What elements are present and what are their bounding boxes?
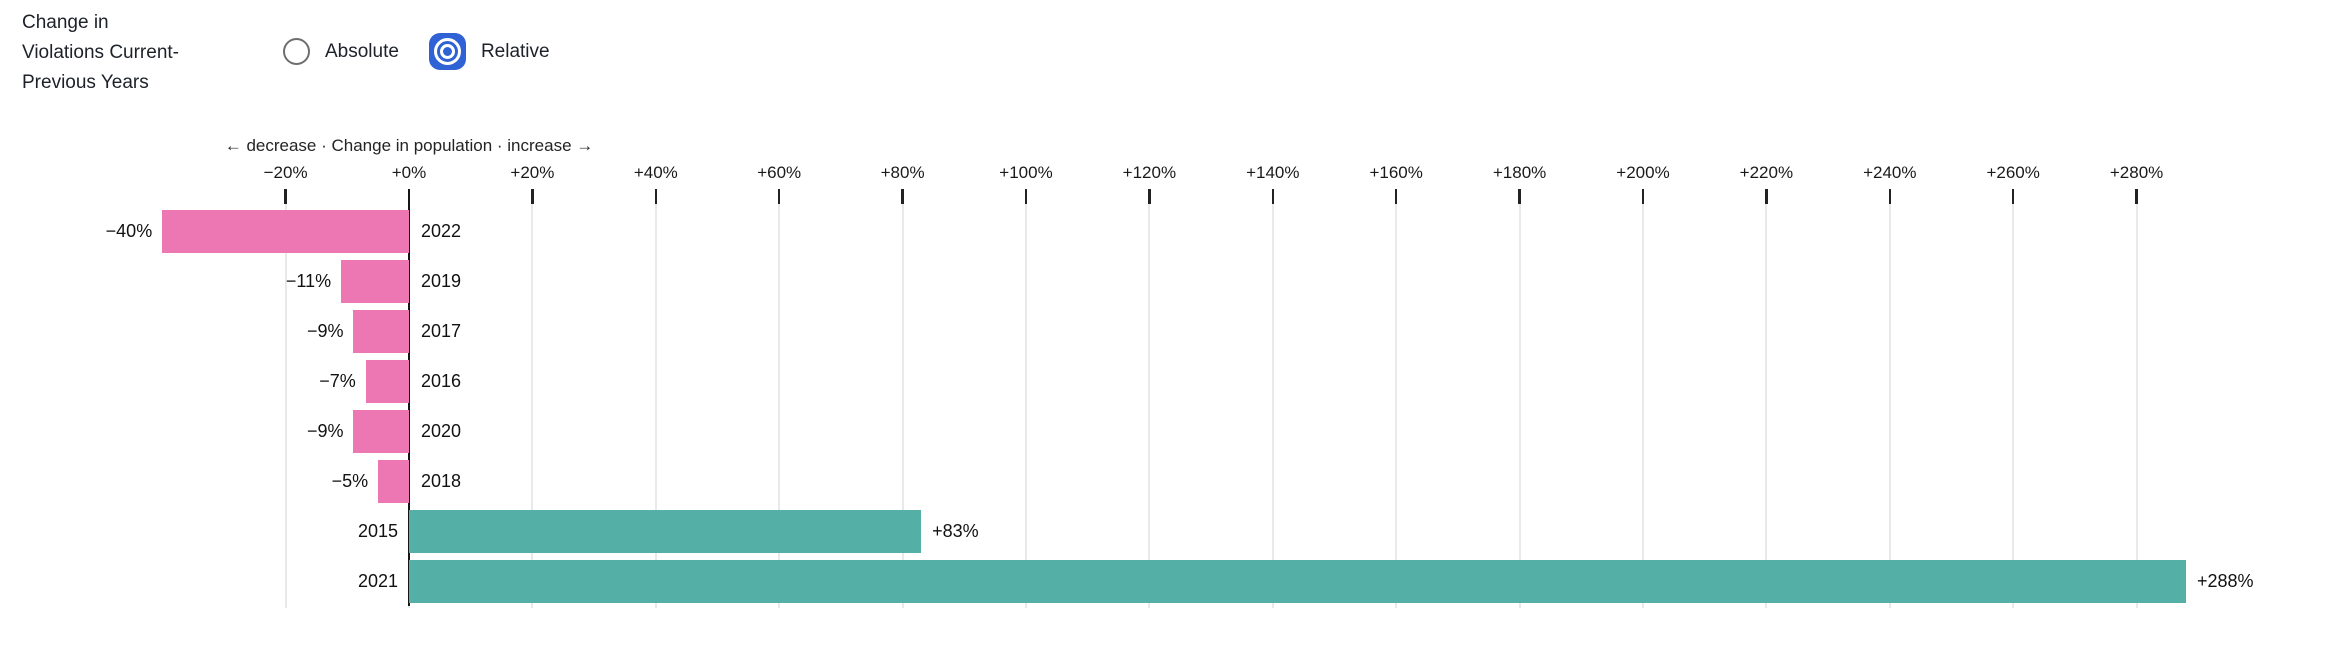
value-label-2016: −7% [319,371,356,391]
gridline [1765,204,1768,608]
gridline [1025,204,1027,608]
tick-label: +80% [880,163,925,182]
gridline [901,204,904,608]
tick-label: +60% [757,163,802,182]
gridline [1148,204,1151,608]
value-label-2022: −40% [105,221,153,241]
radio-label: Relative [480,40,550,62]
bar-2016 [365,360,409,403]
year-label-2017: 2017 [421,321,462,341]
year-label-2016: 2016 [421,371,462,391]
year-label-2015: 2015 [357,521,398,541]
value-label-2015: +83% [932,521,979,541]
radio-group: Absolute Relative [283,33,550,70]
year-label-2021: 2021 [357,571,398,591]
tick-mark [654,189,658,204]
radio-ring [433,38,461,65]
radio-option-absolute[interactable]: Absolute [283,38,399,65]
chart-title-line: Violations Current- [22,42,180,63]
tick-label: +260% [1986,163,2040,182]
tick-label: +240% [1863,163,1917,182]
gridline [1271,204,1274,608]
tick-label: +220% [1739,163,1794,182]
chart-title-line: Previous Years [22,72,149,93]
gridline [1395,204,1398,608]
zero-baseline [407,189,411,606]
tick-label: +120% [1122,163,1177,182]
gridline [778,204,781,608]
chart-title: Change in Violations Current- Previous Yea… [22,8,252,98]
tick-label: −20% [263,163,308,182]
radio-label: Absolute [325,40,399,62]
tick-mark [1271,189,1275,204]
value-label-2020: −9% [306,421,344,441]
tick-mark [284,189,287,204]
value-label-2018: −5% [331,471,369,491]
radio-dot [439,44,455,59]
radio-option-relative[interactable]: Relative [428,33,550,70]
year-label-2020: 2020 [421,421,462,441]
tick-mark [1641,189,1645,204]
tick-mark [1888,189,1892,204]
gridline [1888,204,1891,608]
bar-2020 [353,410,409,453]
bar-2018 [378,460,409,503]
gridline [284,204,287,608]
tick-label: +100% [999,163,1053,182]
tick-mark [2011,189,2015,204]
value-label-2017: −9% [306,321,344,341]
tick-mark [777,189,781,204]
tick-mark [1024,189,1028,204]
bar-2022 [162,210,409,253]
year-label-2019: 2019 [421,271,462,291]
gridline [1642,204,1644,608]
tick-label: +160% [1369,163,1423,182]
gridline [2012,204,2015,608]
tick-mark [531,189,534,204]
bar-2017 [353,310,409,353]
year-label-2022: 2022 [421,221,462,241]
tick-label: +140% [1246,163,1300,182]
x-axis-label: ← decrease · Change in population · incr… [224,136,594,155]
tick-label: +180% [1492,163,1547,182]
bar-2015 [409,510,922,553]
bar-2019 [341,260,409,303]
gridline [531,204,534,608]
value-label-2021: +288% [2196,571,2254,591]
tick-mark [1394,189,1398,204]
chart-title-line: Change in [22,12,109,33]
tick-label: +280% [2109,163,2164,182]
value-label-2019: −11% [285,271,332,291]
radio-unselected-icon [283,38,310,65]
tick-mark [1765,189,1768,204]
gridline [654,204,657,608]
tick-label: +0% [391,163,427,182]
tick-mark [901,189,904,204]
gridline [2135,204,2138,608]
tick-label: +200% [1616,163,1670,182]
radio-selected-icon [428,33,466,70]
tick-mark [1148,189,1151,204]
tick-mark [1518,189,1521,204]
tick-mark [2135,189,2138,204]
tick-label: +20% [510,163,555,182]
bar-2021 [409,560,2186,603]
year-label-2018: 2018 [421,471,462,491]
tick-label: +40% [633,163,678,182]
gridline [1518,204,1521,608]
